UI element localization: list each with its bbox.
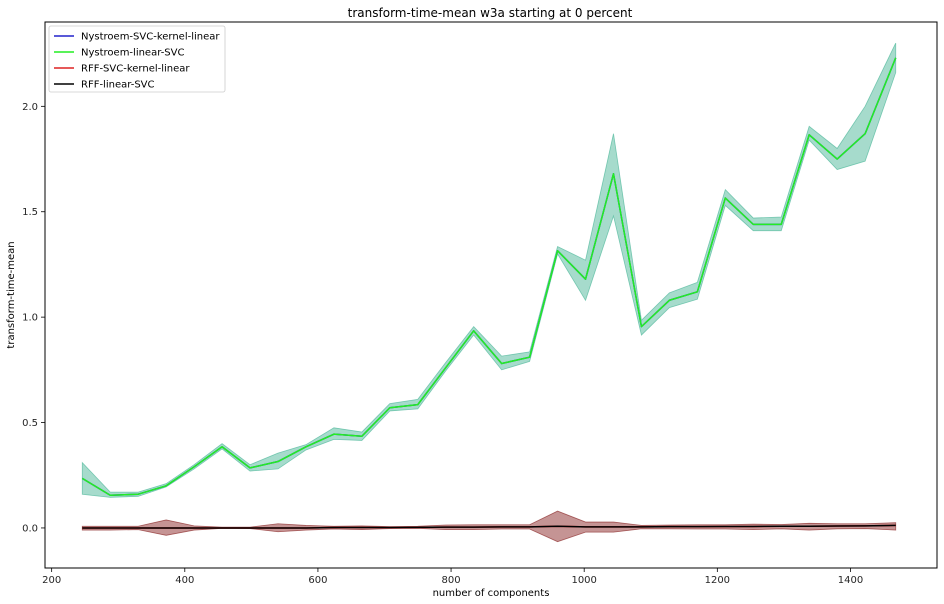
x-tick-label: 200 [42,575,61,586]
band-0 [81,42,897,498]
y-tick-label: 2.0 [22,102,38,113]
y-tick-label: 0.5 [22,418,38,429]
series-lines [81,57,897,529]
legend: Nystroem-SVC-kernel-linear Nystroem-linea… [48,25,226,93]
plot-frame [44,21,938,569]
series-line-3 [82,524,896,529]
legend-entry: Nystroem-linear-SVC [81,48,184,59]
y-tick-label: 1.5 [22,207,38,218]
legend-box [48,25,226,93]
x-tick-label: 1200 [705,575,730,586]
y-tick-label: 1.0 [22,313,38,324]
legend-entry: Nystroem-SVC-kernel-linear [81,32,220,43]
x-axis-ticks: 200 400 600 800 1000 1200 1400 [42,568,863,586]
y-tick-label: 0.0 [22,523,38,534]
legend-entry: RFF-linear-SVC [81,80,155,91]
x-tick-label: 1400 [838,575,863,586]
x-tick-label: 600 [308,575,327,586]
chart-title: transform-time-mean w3a starting at 0 pe… [348,6,633,20]
y-axis-ticks: 0.0 0.5 1.0 1.5 2.0 [22,102,45,534]
x-tick-label: 1000 [571,575,596,586]
x-tick-label: 400 [175,575,194,586]
confidence-bands [81,42,897,543]
series-line-0 [81,57,897,497]
x-tick-label: 800 [442,575,461,586]
series-line-1 [81,57,897,497]
legend-entry: RFF-SVC-kernel-linear [81,64,190,75]
x-axis-label: number of components [433,588,550,599]
y-axis-label: transform-time-mean [6,241,17,348]
